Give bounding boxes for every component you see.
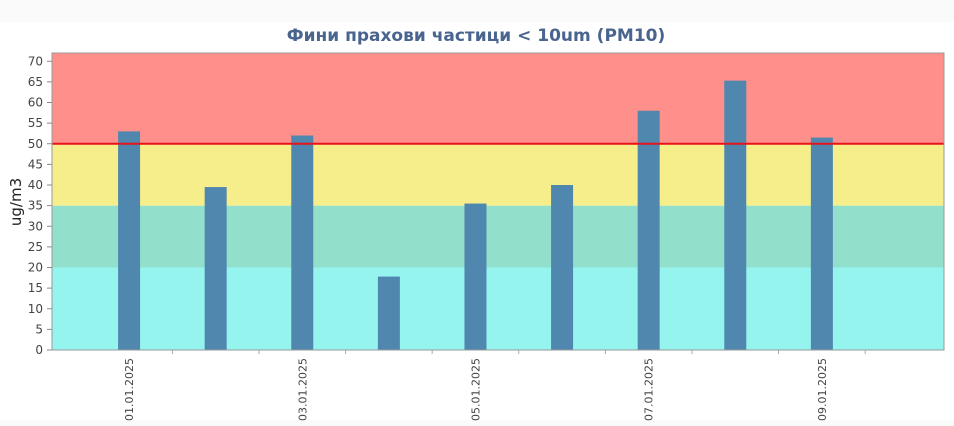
bar xyxy=(464,203,487,350)
x-tick-label: 07.01.2025 xyxy=(643,358,656,421)
bar xyxy=(377,276,400,350)
y-tick-label: 65 xyxy=(28,75,43,89)
chart-title: Фини прахови частици < 10um (PM10) xyxy=(287,26,666,46)
y-tick-label: 45 xyxy=(28,157,43,171)
y-tick-label: 5 xyxy=(35,322,43,336)
zone-band xyxy=(52,143,944,206)
y-axis-label: ug/m3 xyxy=(7,178,25,226)
y-tick-label: 20 xyxy=(28,261,43,275)
y-tick-label: 15 xyxy=(28,281,43,295)
y-tick-label: 35 xyxy=(28,199,43,213)
zone-band xyxy=(52,53,944,144)
top-strip xyxy=(0,0,954,22)
y-tick-label: 70 xyxy=(28,54,43,68)
y-tick-label: 30 xyxy=(28,219,43,233)
plot-frame xyxy=(51,52,945,351)
y-tick-label: 60 xyxy=(28,96,43,110)
y-tick-label: 55 xyxy=(28,116,43,130)
y-tick-label: 40 xyxy=(28,178,43,192)
y-tick-label: 0 xyxy=(35,343,43,357)
y-tick-label: 25 xyxy=(28,240,43,254)
x-tick-label: 03.01.2025 xyxy=(296,358,309,421)
bar xyxy=(810,137,833,350)
bar xyxy=(637,110,660,350)
bar xyxy=(291,135,314,350)
zone-band xyxy=(52,267,944,350)
x-tick-label: 09.01.2025 xyxy=(816,358,829,421)
bar xyxy=(724,80,747,350)
bar xyxy=(204,187,227,350)
x-tick-label: 05.01.2025 xyxy=(469,358,482,421)
bar xyxy=(118,131,141,350)
bar xyxy=(551,185,574,350)
x-tick-label: 01.01.2025 xyxy=(123,358,136,421)
zone-band xyxy=(52,205,944,268)
bottom-strip xyxy=(0,420,954,426)
y-tick-label: 10 xyxy=(28,302,43,316)
y-tick-label: 50 xyxy=(28,137,43,151)
